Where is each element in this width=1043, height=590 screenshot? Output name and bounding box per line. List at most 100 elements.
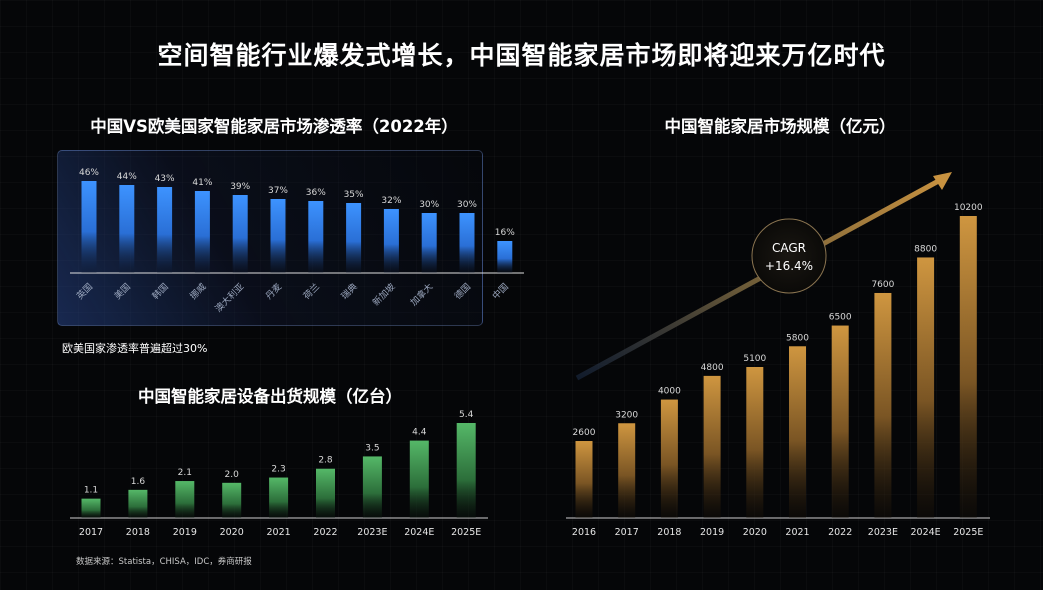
data-label: 36% [306,188,326,198]
shipment-chart-title: 中国智能家居设备出货规模（亿台） [138,387,402,406]
penetration-note: 欧美国家渗透率普遍超过30% [62,342,208,355]
tick-label: 2023E [868,527,898,538]
bar [456,423,476,518]
bar [194,191,210,273]
bar [459,213,475,273]
bar [346,203,362,273]
tick-label: 2022 [313,527,337,538]
tick-label: 2018 [126,527,150,538]
growth-arrow-head [933,172,952,190]
bar [959,216,977,518]
data-label: 6500 [829,313,852,323]
bar [308,201,324,273]
bar [497,241,513,273]
data-label: 2.1 [178,468,192,478]
tick-label: 德国 [452,281,473,302]
bar [660,399,678,518]
cagr-value: +16.4% [765,259,813,273]
bar [618,423,636,518]
bar [222,482,242,518]
data-label: 4.4 [412,428,427,438]
data-label: 4000 [658,387,681,397]
market-size-bar-chart: CAGR +16.4% 2600 2016 3200 2017 4000 2018 4800… [566,172,990,538]
data-label: 32% [381,196,401,206]
tick-label: 荷兰 [301,281,322,302]
tick-label: 2016 [572,527,596,538]
tick-label: 英国 [74,281,95,302]
data-label: 3.5 [365,443,379,453]
cagr-badge [751,218,827,294]
data-label: 37% [268,186,288,196]
market-size-chart-title: 中国智能家居市场规模（亿元） [664,117,896,136]
data-label: 35% [344,190,364,200]
tick-label: 澳大利亚 [212,281,246,315]
penetration-chart-title: 中国VS欧美国家智能家居市场渗透率（2022年） [90,117,458,136]
bar [81,181,97,273]
tick-label: 挪威 [187,281,208,302]
bar [917,257,935,518]
data-label: 44% [117,172,137,182]
bar [362,456,382,518]
cagr-label: CAGR [772,241,806,255]
bar [703,375,721,518]
bar [269,477,289,518]
tick-label: 2025E [451,527,481,538]
bar [831,325,849,518]
data-source: 数据来源：Statista，CHISA，IDC，券商研报 [76,557,252,567]
tick-label: 2017 [615,527,639,538]
data-label: 2.8 [318,456,333,466]
bar [383,209,399,273]
data-label: 30% [457,200,477,210]
tick-label: 中国 [490,281,511,302]
data-label: 41% [192,178,212,188]
tick-label: 2018 [657,527,681,538]
bar [81,498,101,518]
data-label: 3200 [615,410,638,420]
data-label: 8800 [914,244,937,254]
tick-label: 2021 [785,527,809,538]
tick-label: 新加坡 [370,281,398,309]
bar [175,481,195,518]
bar [119,185,135,273]
tick-label: 2019 [700,527,724,538]
data-label: 5100 [743,354,766,364]
data-label: 46% [79,168,99,178]
tick-label: 2025E [953,527,983,538]
data-label: 5.4 [459,410,474,420]
bar [874,292,892,518]
tick-label: 2019 [173,527,197,538]
data-label: 43% [155,174,175,184]
tick-label: 2024E [404,527,434,538]
tick-label: 2023E [357,527,387,538]
bar [270,199,286,273]
data-label: 30% [419,200,439,210]
data-label: 39% [230,182,250,192]
data-label: 1.1 [84,486,98,496]
bar [157,187,173,273]
tick-label: 2024E [911,527,941,538]
tick-label: 加拿大 [408,281,436,309]
bar [316,468,335,518]
bar [746,367,764,518]
bar [128,489,148,518]
bar [421,213,437,273]
tick-label: 丹麦 [263,281,284,302]
tick-label: 韩国 [149,281,170,302]
bar [409,440,429,518]
data-label: 2600 [573,428,596,438]
data-label: 2.3 [271,465,285,475]
data-label: 2.0 [225,470,240,480]
tick-label: 2022 [828,527,852,538]
shipment-bar-chart: 1.1 2017 1.6 2018 2.1 2019 2.0 2020 2.3 2021 2.8 20… [70,410,488,538]
data-label: 7600 [871,280,894,290]
tick-label: 2020 [220,527,244,538]
penetration-bar-chart: 46% 英国 44% 美国 43% 韩国 41% 挪威 39% 澳大利亚 37% 丹麦 36% 荷兰 35%… [70,168,524,315]
tick-label: 瑞典 [338,281,359,302]
page-title: 空间智能行业爆发式增长，中国智能家居市场即将迎来万亿时代 [157,41,886,70]
data-label: 4800 [701,363,724,373]
tick-label: 2020 [743,527,767,538]
data-label: 1.6 [131,477,146,487]
bar [789,346,806,518]
bar [232,195,248,273]
